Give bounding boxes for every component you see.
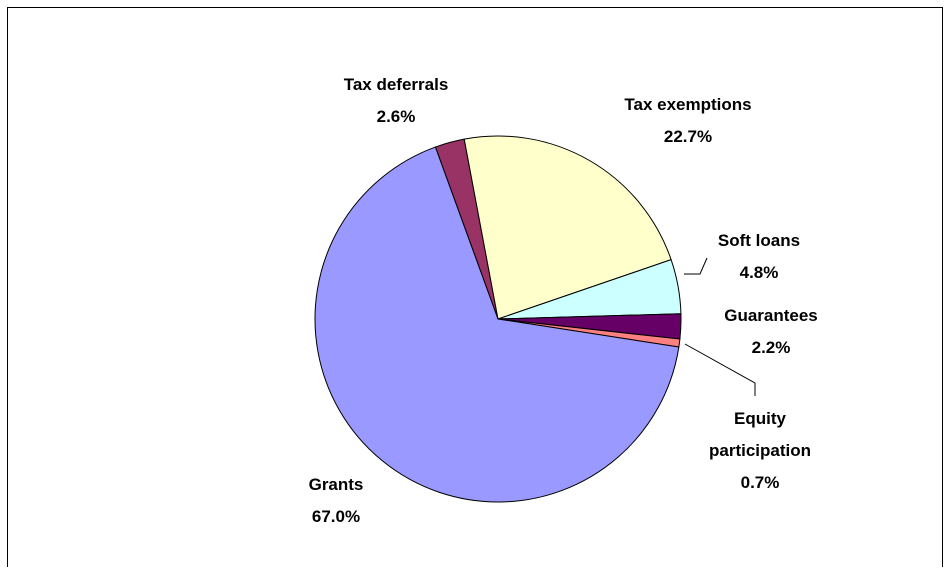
leader-line-soft-loans — [684, 257, 708, 275]
slice-labels: Tax deferrals 2.6% Tax exemptions 22.7% Soft… — [309, 75, 818, 526]
leader-line-equity-participation — [684, 343, 756, 396]
leader-lines — [684, 257, 756, 396]
pie-slices — [314, 135, 682, 503]
slice-value-grants: 67.0% — [312, 507, 360, 526]
slice-label-tax-exemptions: Tax exemptions — [624, 95, 751, 114]
slice-value-tax-exemptions: 22.7% — [664, 127, 712, 146]
slice-label-tax-deferrals: Tax deferrals — [344, 75, 449, 94]
slice-label-equity-participation: Equity — [734, 409, 786, 428]
chart-frame: Tax deferrals 2.6% Tax exemptions 22.7% Soft… — [7, 7, 943, 567]
slice-label-equity-participation: participation — [709, 441, 811, 460]
pie-chart: Tax deferrals 2.6% Tax exemptions 22.7% Soft… — [309, 75, 818, 526]
slice-value-tax-deferrals: 2.6% — [377, 107, 416, 126]
slice-value-equity-participation: 0.7% — [741, 473, 780, 492]
slice-value-soft-loans: 4.8% — [740, 263, 779, 282]
slice-value-guarantees: 2.2% — [752, 338, 791, 357]
slice-label-grants: Grants — [309, 475, 364, 494]
pie-slice-tax-exemptions — [463, 135, 672, 320]
slice-label-soft-loans: Soft loans — [718, 231, 800, 250]
pie-slice-grants — [314, 146, 680, 503]
slice-label-guarantees: Guarantees — [724, 306, 818, 325]
